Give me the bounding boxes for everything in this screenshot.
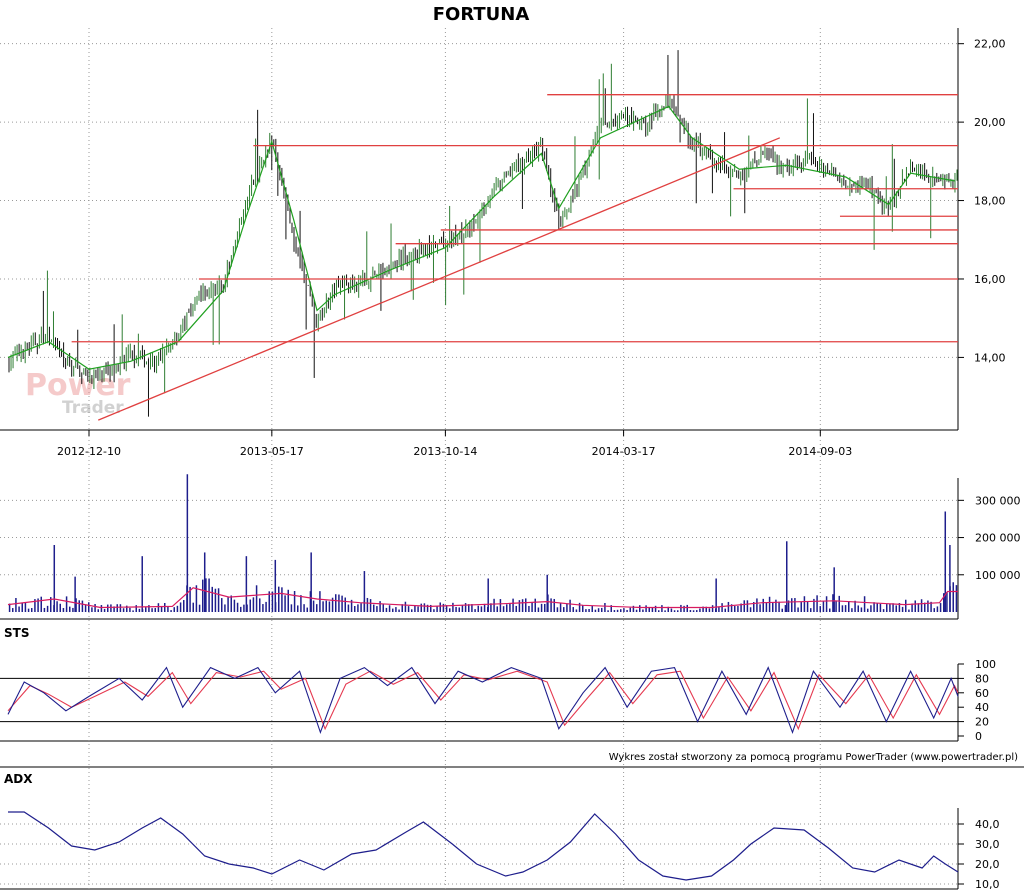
sts-y-tick-label: 0: [975, 730, 982, 743]
x-tick-label: 2013-05-17: [240, 445, 304, 458]
volume-y-tick-label: 100 000: [975, 569, 1021, 582]
volume-y-tick-label: 300 000: [975, 494, 1021, 507]
stochastic-d-line: [7, 670, 959, 731]
price-y-tick-label: 14,00: [974, 351, 1006, 364]
x-tick-label: 2013-10-14: [413, 445, 477, 458]
watermark-text: Power: [25, 368, 131, 403]
sts-y-tick-label: 100: [975, 658, 996, 671]
adx-series: [8, 811, 959, 881]
adx-y-tick-label: 10,0: [975, 878, 1000, 891]
x-tick-label: 2014-09-03: [788, 445, 852, 458]
powertrader-watermark: PowerTrader: [25, 368, 131, 418]
price-series: [7, 50, 958, 421]
volume-y-tick-label: 200 000: [975, 532, 1021, 545]
adx-y-tick-label: 40,0: [975, 818, 1000, 831]
adx-y-tick-label: 30,0: [975, 838, 1000, 851]
watermark-text: Trader: [62, 398, 124, 418]
x-tick-label: 2014-03-17: [592, 445, 656, 458]
adx-y-tick-label: 20,0: [975, 858, 1000, 871]
powertrader-credit: Wykres został stworzony za pomocą progra…: [609, 752, 1018, 763]
adx-line: [8, 811, 959, 881]
sts-y-tick-label: 80: [975, 672, 989, 685]
price-y-tick-label: 16,00: [974, 273, 1006, 286]
trend-line: [98, 137, 781, 421]
price-y-tick-label: 18,00: [974, 195, 1006, 208]
volume-average-line: [7, 587, 958, 609]
x-tick-label: 2012-12-10: [57, 445, 121, 458]
tick-labels: 2012-12-10 2013-05-17 2013-10-14 2014-03-17…: [57, 38, 1020, 891]
stochastic-k-line: [7, 666, 959, 735]
adx-panel-label: ADX: [4, 772, 33, 786]
sts-y-tick-label: 60: [975, 687, 989, 700]
volume-series: [7, 474, 958, 612]
chart-title: FORTUNA: [433, 4, 530, 25]
stochastic-series: [0, 666, 959, 735]
price-y-tick-label: 22,00: [974, 38, 1006, 51]
sts-y-tick-label: 40: [975, 701, 989, 714]
sts-y-tick-label: 20: [975, 716, 989, 729]
sts-panel-label: STS: [4, 626, 29, 640]
price-y-tick-label: 20,00: [974, 116, 1006, 129]
